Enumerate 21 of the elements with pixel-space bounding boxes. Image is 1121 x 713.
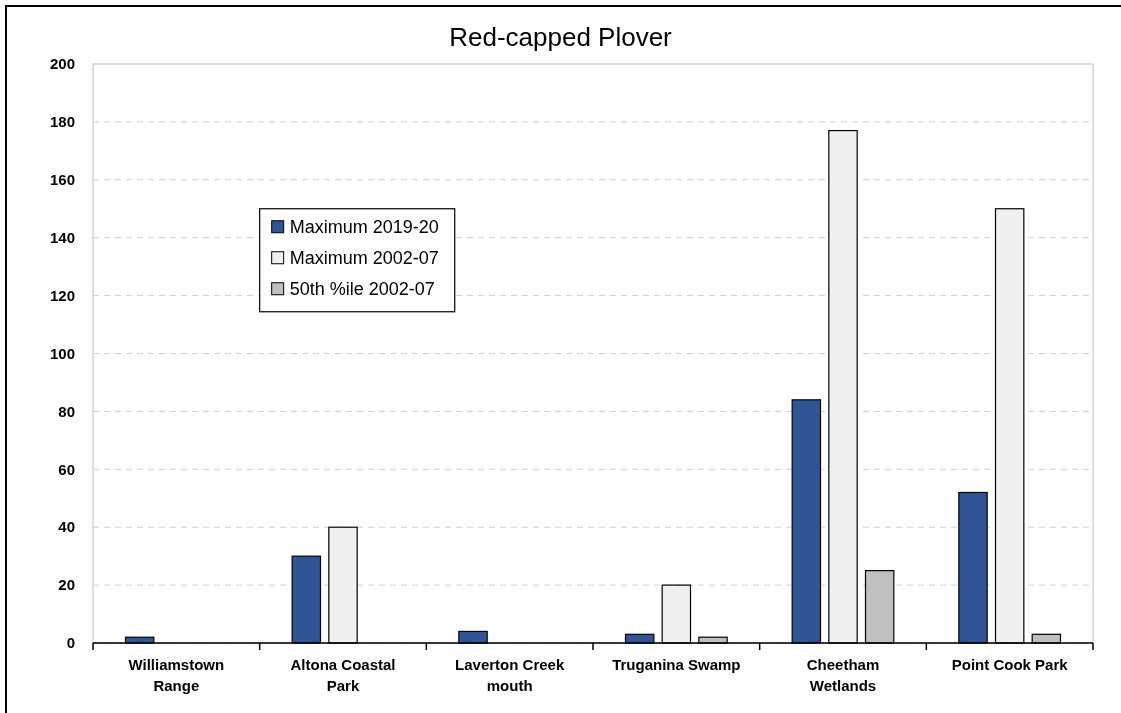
y-tick-label: 120 xyxy=(49,286,75,304)
legend-label: Maximum 2019-20 xyxy=(289,217,439,238)
legend-label: 50th %ile 2002-07 xyxy=(289,279,435,300)
y-tick-label: 160 xyxy=(49,171,75,189)
y-tick-label: 100 xyxy=(49,344,75,362)
y-tick-label: 200 xyxy=(49,55,75,73)
x-tick-label: Truganina Swamp xyxy=(612,656,741,673)
chart-title: Red-capped Plover xyxy=(449,22,673,52)
x-tick-label: Laverton Creek mouth xyxy=(455,656,565,694)
x-tick-label: Williamstown Range xyxy=(128,656,225,694)
y-tick-label: 20 xyxy=(58,576,75,594)
legend-label: Maximum 2002-07 xyxy=(289,248,439,269)
x-tick-label: Altona Coastal Park xyxy=(290,656,396,694)
x-tick-label: Cheetham Wetlands xyxy=(806,656,880,694)
y-tick-label: 80 xyxy=(58,402,75,420)
y-tick-label: 40 xyxy=(58,518,75,536)
y-tick-label: 0 xyxy=(66,634,75,652)
x-tick-label: Point Cook Park xyxy=(951,656,1069,673)
y-tick-label: 60 xyxy=(58,460,75,478)
y-tick-label: 140 xyxy=(49,228,75,246)
y-tick-label: 180 xyxy=(49,113,75,131)
